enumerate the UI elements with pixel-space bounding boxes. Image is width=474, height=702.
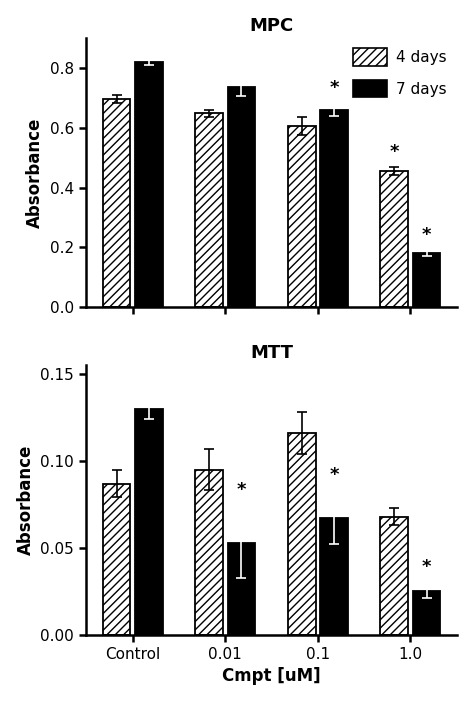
Bar [320, 110, 348, 307]
Bar [413, 253, 440, 307]
Bar [380, 517, 408, 635]
Legend: 4 days, 7 days: 4 days, 7 days [350, 45, 450, 100]
Bar [288, 126, 316, 307]
Text: *: * [422, 226, 431, 244]
X-axis label: Cmpt [uM]: Cmpt [uM] [222, 668, 321, 685]
Bar [228, 87, 255, 307]
Bar [135, 62, 163, 307]
Y-axis label: Absorbance: Absorbance [26, 117, 44, 227]
Title: MTT: MTT [250, 344, 293, 362]
Bar [228, 543, 255, 635]
Text: *: * [329, 465, 339, 484]
Title: MPC: MPC [249, 17, 294, 34]
Bar [288, 433, 316, 635]
Bar [135, 409, 163, 635]
Text: *: * [422, 558, 431, 576]
Text: *: * [237, 481, 246, 499]
Bar [195, 113, 223, 307]
Bar [380, 171, 408, 307]
Y-axis label: Absorbance: Absorbance [17, 445, 35, 555]
Bar [195, 470, 223, 635]
Text: *: * [329, 79, 339, 97]
Bar [103, 484, 130, 635]
Bar [413, 592, 440, 635]
Text: *: * [390, 143, 399, 161]
Bar [103, 99, 130, 307]
Bar [320, 518, 348, 635]
